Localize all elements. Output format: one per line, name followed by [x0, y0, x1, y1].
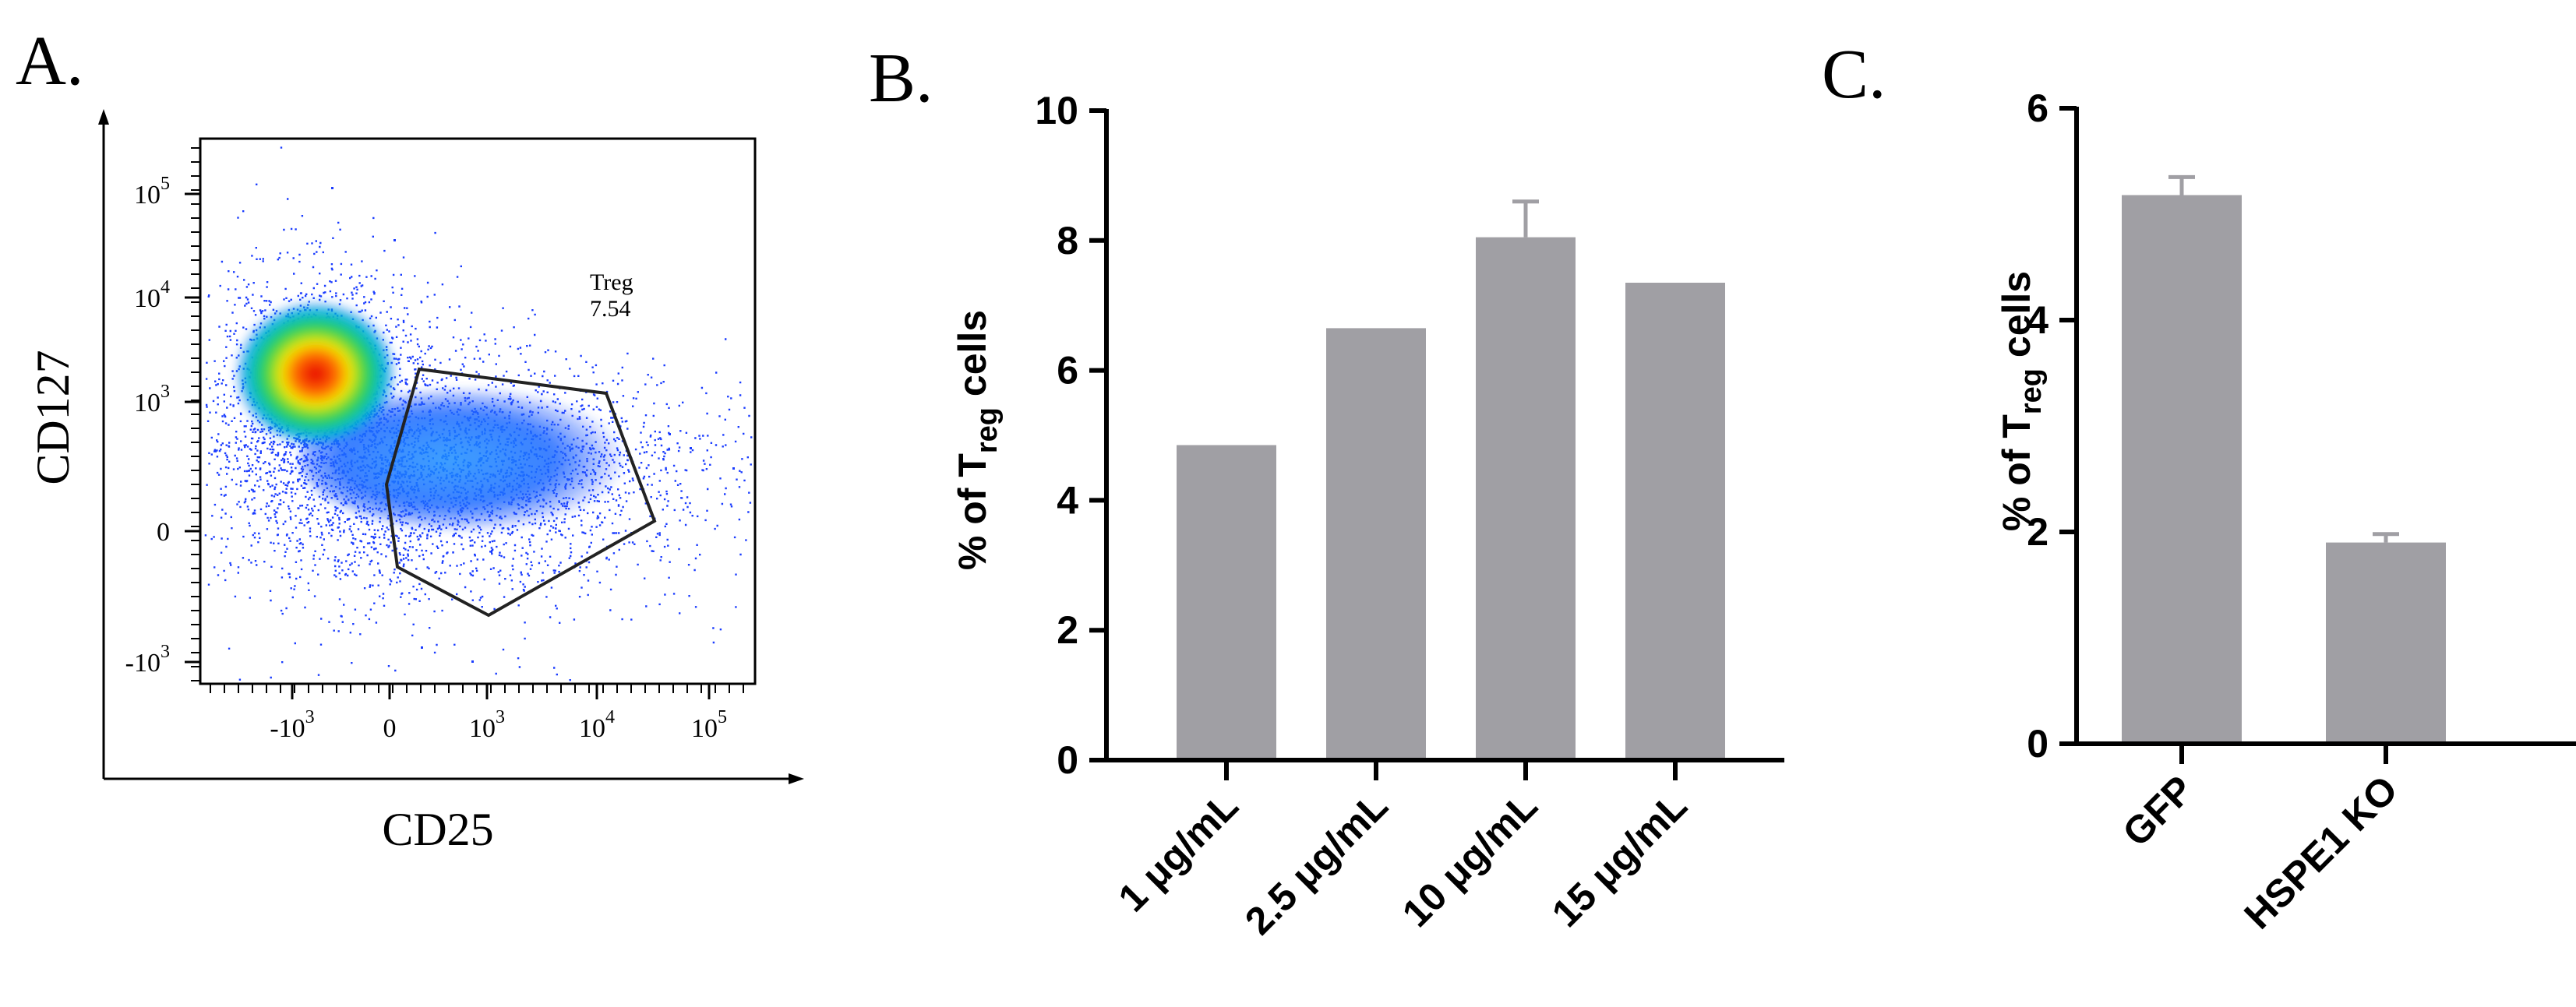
panel-letter-c: C. — [1822, 36, 1886, 113]
arrow-up-icon — [98, 109, 109, 125]
y-tick-label: 2 — [2027, 510, 2048, 554]
bar — [1177, 445, 1276, 760]
flow-x-ticks: -103 0 103 104 105 — [210, 684, 744, 743]
flow-population-core — [234, 300, 397, 448]
bar-c-marks: 0 2 4 6 GFP HSPE1 KO — [2027, 86, 2576, 938]
flow-y-tick-label: 0 — [157, 518, 170, 547]
flow-x-tick-label: 105 — [691, 707, 727, 743]
flow-outlier-dot — [421, 646, 423, 649]
gate-name: Treg — [590, 269, 633, 295]
flow-cytometry-panel: Treg 7.54 CD25 CD127 -103 0 103 104 105 1051… — [27, 109, 804, 855]
category-label: 2.5 μg/mL — [1237, 783, 1396, 943]
y-tick-label: 2 — [1057, 608, 1078, 652]
category-label: GFP — [2114, 767, 2201, 854]
y-tick-label: 6 — [1057, 349, 1078, 393]
flow-y-tick-label: 105 — [134, 174, 170, 209]
flow-outlier-dot — [331, 187, 333, 189]
panel-letter-a: A. — [16, 23, 84, 100]
bar — [2326, 542, 2446, 744]
flow-y-tick-label: 103 — [134, 382, 170, 417]
bar — [1326, 328, 1426, 760]
y-tick-label: 6 — [2027, 86, 2048, 130]
gate-value: 7.54 — [590, 296, 631, 322]
y-tick-label: 10 — [1035, 89, 1078, 132]
flow-outlier-dot — [732, 467, 735, 470]
y-tick-label: 4 — [1057, 478, 1078, 522]
category-label: HSPE1 KO — [2235, 767, 2405, 937]
arrow-right-icon — [789, 773, 804, 784]
category-label: 10 μg/mL — [1394, 783, 1546, 935]
treg-gate — [384, 367, 657, 618]
y-tick-label: 0 — [2027, 722, 2048, 766]
flow-x-tick-label: 103 — [469, 707, 505, 743]
y-tick-label: 8 — [1057, 219, 1078, 262]
flow-x-tick-label: -103 — [270, 707, 314, 743]
bar — [1625, 283, 1725, 760]
flow-outlier-dot — [669, 433, 671, 435]
flow-outlier-dot — [393, 239, 396, 241]
flow-y-axis-title: CD127 — [27, 350, 79, 484]
flow-x-tick-label: 0 — [383, 714, 397, 743]
flow-population-tail — [300, 389, 627, 530]
bar — [1476, 237, 1576, 760]
flow-x-axis-title: CD25 — [382, 804, 493, 855]
flow-outlier-dot — [690, 447, 692, 449]
bar-chart-c: % of Treg cells 0 2 4 6 GFP HSPE1 KO — [1995, 86, 2576, 938]
category-label: 1 μg/mL — [1110, 783, 1247, 920]
category-label: 15 μg/mL — [1544, 783, 1696, 935]
panel-letter-b: B. — [869, 40, 933, 117]
flow-x-tick-label: 104 — [579, 707, 615, 743]
bar — [2122, 195, 2242, 744]
flow-y-ticks: 105 104 103 0 -103 — [125, 147, 200, 681]
y-tick-label: 0 — [1057, 738, 1078, 782]
bar-b-y-axis-title: % of Treg cells — [951, 310, 1004, 570]
flow-outlier-dot — [471, 660, 474, 663]
flow-y-tick-label: -103 — [125, 642, 170, 678]
flow-y-tick-label: 104 — [134, 277, 170, 313]
y-tick-label: 4 — [2027, 298, 2048, 342]
bar-c-y-axis-title: % of Treg cells — [1995, 271, 2048, 531]
